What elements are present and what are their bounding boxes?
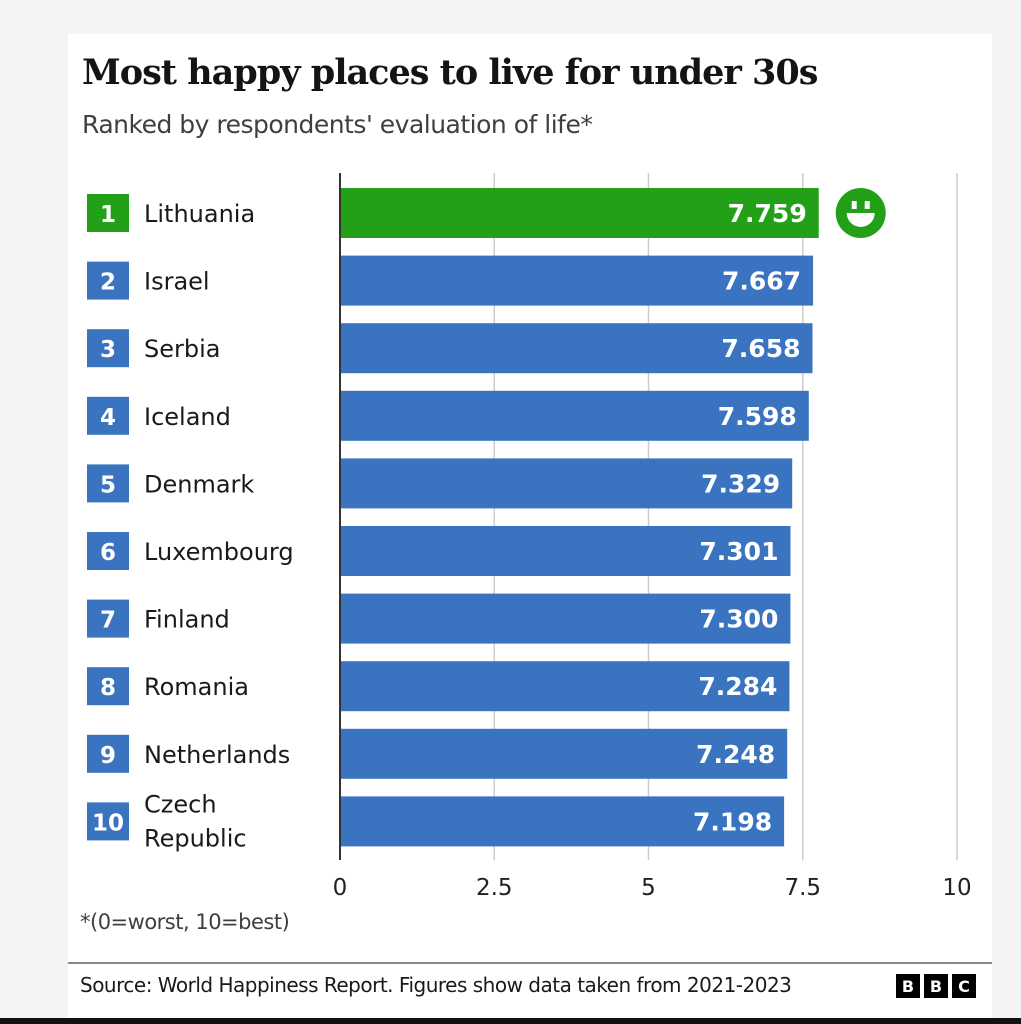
x-tick-label: 7.5	[784, 875, 821, 901]
rank-number: 4	[100, 405, 116, 431]
value-label: 7.667	[722, 267, 801, 296]
chart-subtitle: Ranked by respondents' evaluation of lif…	[82, 110, 593, 139]
country-label: Iceland	[144, 403, 231, 431]
country-label: Republic	[144, 824, 247, 852]
rank-number: 3	[100, 337, 116, 363]
rank-number: 9	[100, 743, 116, 769]
rank-badge	[87, 261, 129, 300]
value-label: 7.598	[718, 402, 797, 431]
bar	[341, 390, 809, 441]
x-tick-label: 5	[641, 875, 656, 901]
rank-badge	[87, 802, 129, 841]
value-label: 7.301	[699, 537, 778, 566]
source-text: Source: World Happiness Report. Figures …	[80, 973, 792, 997]
bar	[341, 661, 790, 712]
bar	[341, 255, 814, 306]
logo-letter: B	[896, 974, 920, 998]
x-tick-label: 0	[333, 875, 348, 901]
value-label: 7.198	[693, 807, 772, 836]
rank-badge	[87, 532, 129, 570]
logo-letter: C	[952, 974, 976, 998]
value-label: 7.300	[699, 605, 778, 634]
rank-number: 7	[100, 608, 116, 634]
scale-note: *(0=worst, 10=best)	[80, 910, 290, 934]
country-label: Finland	[144, 606, 230, 634]
rank-number: 5	[100, 472, 116, 498]
bar	[341, 458, 793, 509]
country-label: Denmark	[144, 470, 254, 498]
bar	[341, 796, 785, 847]
value-label: 7.284	[698, 672, 777, 701]
bar	[341, 593, 791, 644]
bbc-logo: B B C	[896, 974, 976, 998]
value-label: 7.759	[728, 199, 807, 228]
rank-number: 8	[100, 675, 116, 701]
country-label: Israel	[144, 268, 210, 296]
smiley-mouth	[846, 213, 875, 228]
bar	[341, 188, 819, 238]
smiley-eye	[864, 201, 870, 209]
country-label: Netherlands	[144, 741, 290, 769]
country-label: Lithuania	[144, 200, 255, 228]
rank-badge	[87, 396, 129, 435]
bar	[341, 728, 788, 779]
chart-title: Most happy places to live for under 30s	[82, 52, 818, 93]
rank-badge	[87, 599, 129, 638]
country-label: Czech	[144, 790, 217, 818]
divider	[68, 962, 992, 964]
rank-number: 2	[100, 270, 116, 296]
rank-number: 1	[100, 202, 116, 228]
bar	[341, 323, 813, 374]
value-label: 7.329	[701, 469, 780, 498]
rank-number: 6	[100, 540, 116, 566]
bottom-bar	[0, 1018, 1021, 1024]
rank-badge	[87, 734, 129, 773]
x-tick-label: 10	[942, 875, 971, 901]
rank-badge	[87, 329, 129, 368]
value-label: 7.248	[696, 740, 775, 769]
country-label: Romania	[144, 673, 249, 701]
rank-badge	[87, 464, 129, 503]
rank-badge	[87, 667, 129, 706]
logo-letter: B	[924, 974, 948, 998]
smiley-eye	[851, 201, 857, 209]
rank-badge	[87, 194, 129, 232]
value-label: 7.658	[721, 334, 800, 363]
country-label: Serbia	[144, 335, 220, 363]
bar	[341, 526, 791, 576]
rank-number: 10	[92, 810, 124, 836]
x-tick-label: 2.5	[476, 875, 513, 901]
country-label: Luxembourg	[144, 538, 294, 566]
